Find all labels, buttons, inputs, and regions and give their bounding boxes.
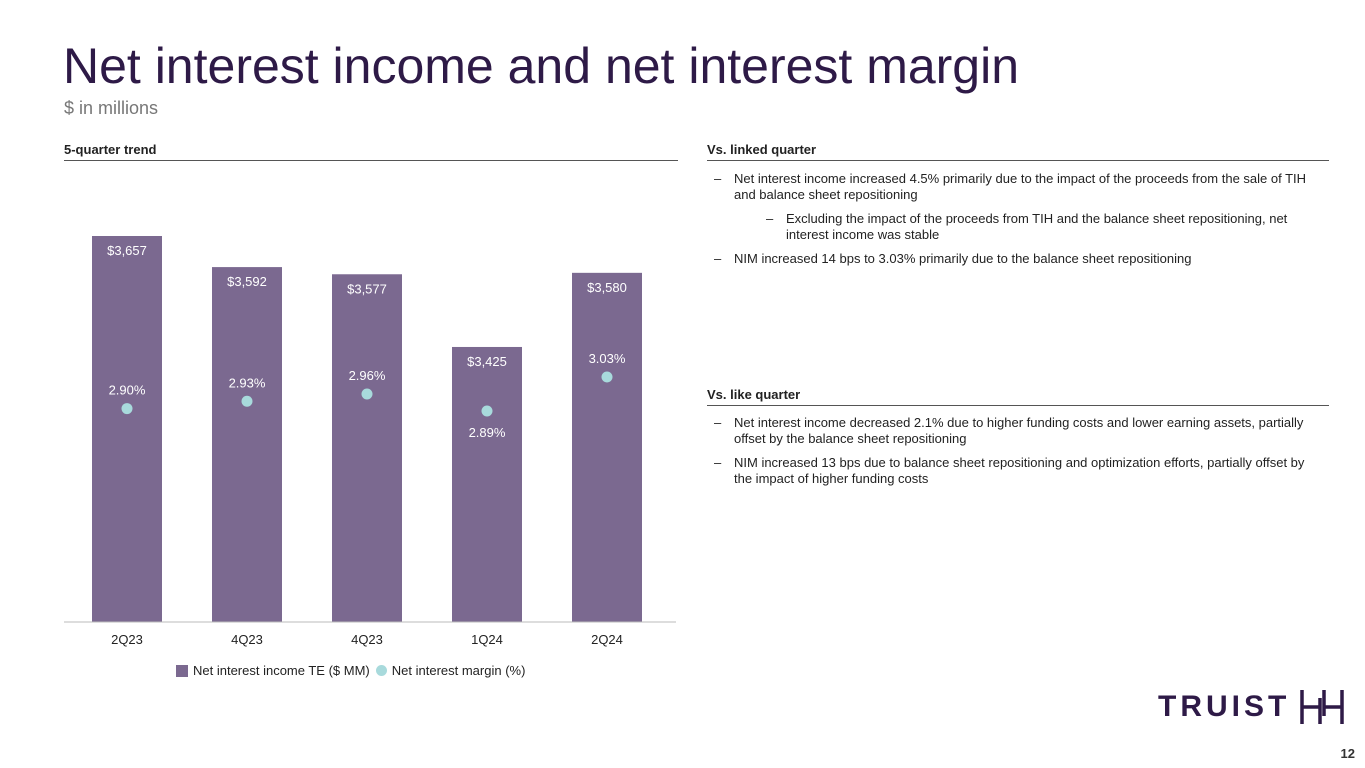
page-subtitle: $ in millions: [64, 98, 159, 118]
bullet-text: NIM increased 14 bps to 3.03% primarily …: [734, 251, 1192, 266]
page-title: Net interest income and net interest mar…: [63, 38, 1020, 94]
legend-swatch-bar: [176, 664, 188, 677]
bullet-text: Net interest income decreased 2.1% due t…: [734, 415, 1304, 446]
bullet-text: Excluding the impact of the proceeds fro…: [786, 211, 1288, 242]
x-tick-label: 4Q23: [351, 632, 383, 647]
nim-value-label: 2.90%: [109, 383, 146, 398]
bar-value-label: $3,657: [107, 243, 147, 258]
nim-value-label: 2.89%: [469, 425, 506, 440]
x-tick-label: 1Q24: [471, 632, 503, 647]
bar-value-label: $3,592: [227, 274, 267, 289]
nii-nim-chart: $3,657 2.90% 2Q23 $3,592 2.93% 4Q23 $3,577 2.96…: [64, 236, 676, 647]
legend-label-nim: Net interest margin (%): [391, 663, 526, 678]
bar-value-label: $3,577: [347, 281, 387, 296]
bar: [212, 267, 282, 622]
sub-bullet-item: – Excluding the impact of the proceeds f…: [766, 211, 1324, 243]
x-tick-label: 2Q24: [591, 632, 623, 647]
nim-value-label: 2.96%: [349, 368, 386, 383]
section-heading-linked-quarter: Vs. linked quarter: [707, 142, 1329, 161]
nim-value-label: 2.93%: [229, 375, 266, 390]
nim-dot: [601, 371, 613, 383]
section-heading-like-quarter: Vs. like quarter: [707, 387, 1329, 406]
logo-wordmark: TRUIST: [1158, 690, 1291, 723]
legend-label-nii: Net interest income TE ($ MM): [193, 663, 370, 678]
dash-icon: –: [714, 415, 722, 430]
section-heading-trend: 5-quarter trend: [64, 142, 678, 161]
bar: [452, 346, 522, 622]
bar-value-label: $3,580: [587, 280, 627, 295]
nim-value-label: 3.03%: [589, 351, 626, 366]
bullet-item: – NIM increased 14 bps to 3.03% primaril…: [714, 251, 1324, 267]
bullet-text: Net interest income increased 4.5% prima…: [734, 171, 1307, 202]
dash-icon: –: [766, 211, 774, 226]
bullet-item: – NIM increased 13 bps due to balance sh…: [714, 455, 1324, 487]
dash-icon: –: [714, 455, 722, 470]
page-number: 12: [1340, 746, 1355, 761]
bar: [92, 236, 162, 622]
linked-quarter-bullets: – Net interest income increased 4.5% pri…: [714, 171, 1324, 275]
nim-dot: [361, 388, 373, 400]
x-tick-label: 4Q23: [231, 632, 263, 647]
bullet-item: – Net interest income increased 4.5% pri…: [714, 171, 1324, 203]
bar: [572, 272, 642, 622]
legend-swatch-dot: [375, 665, 387, 676]
nim-dot: [481, 405, 493, 417]
x-tick-label: 2Q23: [111, 632, 143, 647]
truist-emblem-icon: [1300, 690, 1345, 724]
bar-value-label: $3,425: [467, 354, 507, 369]
dash-icon: –: [714, 171, 722, 186]
nim-dot: [241, 395, 253, 407]
nim-dot: [121, 403, 133, 415]
bullet-text: NIM increased 13 bps due to balance shee…: [734, 455, 1305, 486]
bar: [332, 274, 402, 622]
chart-legend: Net interest income TE ($ MM) Net intere…: [176, 663, 525, 678]
bullet-item: – Net interest income decreased 2.1% due…: [714, 415, 1324, 447]
like-quarter-bullets: – Net interest income decreased 2.1% due…: [714, 415, 1324, 495]
truist-logo: TRUIST: [1158, 688, 1345, 726]
dash-icon: –: [714, 251, 722, 266]
